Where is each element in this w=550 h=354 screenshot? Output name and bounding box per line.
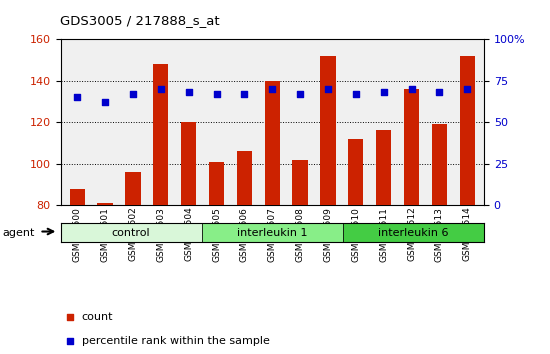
Point — [184, 89, 193, 95]
Bar — [209, 162, 224, 205]
Bar — [404, 89, 419, 205]
Bar — [348, 139, 364, 205]
Text: control: control — [112, 228, 150, 238]
Point — [463, 86, 472, 92]
Bar — [153, 64, 168, 205]
Bar — [265, 81, 280, 205]
Bar — [125, 172, 141, 205]
Point — [129, 91, 138, 97]
Point — [375, 241, 384, 247]
Bar — [69, 189, 85, 205]
Bar — [376, 131, 392, 205]
Bar — [293, 160, 308, 205]
Point — [212, 91, 221, 97]
Bar — [60, 223, 202, 242]
Text: interleukin 6: interleukin 6 — [378, 228, 449, 238]
Bar — [97, 203, 113, 205]
Text: agent: agent — [3, 228, 35, 238]
Bar — [432, 124, 447, 205]
Point — [101, 99, 109, 105]
Bar — [320, 56, 336, 205]
Point — [379, 89, 388, 95]
Point — [156, 86, 165, 92]
Text: GDS3005 / 217888_s_at: GDS3005 / 217888_s_at — [60, 13, 220, 27]
Bar — [343, 223, 484, 242]
Bar — [460, 56, 475, 205]
Point — [240, 91, 249, 97]
Bar — [236, 151, 252, 205]
Bar — [202, 223, 343, 242]
Text: percentile rank within the sample: percentile rank within the sample — [81, 336, 270, 346]
Point — [296, 91, 305, 97]
Text: count: count — [81, 312, 113, 322]
Point — [73, 94, 81, 100]
Point — [323, 86, 332, 92]
Point — [375, 23, 384, 29]
Point — [351, 91, 360, 97]
Point — [268, 86, 277, 92]
Point — [407, 86, 416, 92]
Point — [435, 89, 444, 95]
Text: interleukin 1: interleukin 1 — [237, 228, 307, 238]
Bar — [181, 122, 196, 205]
